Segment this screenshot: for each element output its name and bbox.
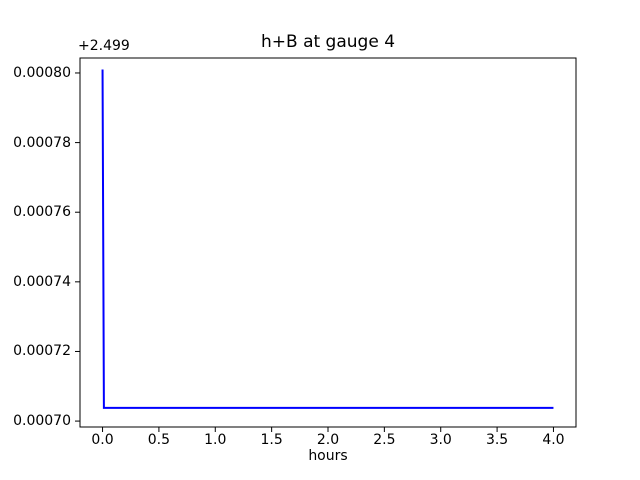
y-tick-label: 0.00080	[13, 64, 71, 81]
x-tick-label: 2.5	[373, 432, 396, 448]
series-line	[101, 69, 554, 409]
x-tick-label: 4.0	[542, 432, 565, 448]
x-tick-label: 0.5	[147, 432, 171, 448]
x-tick-label: 3.5	[485, 432, 509, 448]
x-tick-label: 3.0	[429, 432, 452, 448]
y-tick-label: 0.00070	[13, 413, 71, 430]
chart-title: h+B at gauge 4	[260, 32, 396, 52]
x-tick-label: 1.0	[204, 432, 227, 448]
y-axis-offset-text: +2.499	[78, 38, 130, 54]
y-tick-label: 0.00078	[13, 134, 71, 151]
y-tick-label: 0.00074	[13, 273, 71, 290]
x-axis-label: hours	[308, 448, 348, 464]
y-tick-label: 0.00072	[13, 343, 71, 360]
x-tick-label: 1.5	[260, 432, 283, 448]
x-tick-label: 2.0	[316, 432, 340, 448]
x-tick-label: 0.0	[91, 432, 114, 448]
y-tick-label: 0.00076	[13, 204, 71, 221]
axes-frame	[79, 57, 577, 428]
